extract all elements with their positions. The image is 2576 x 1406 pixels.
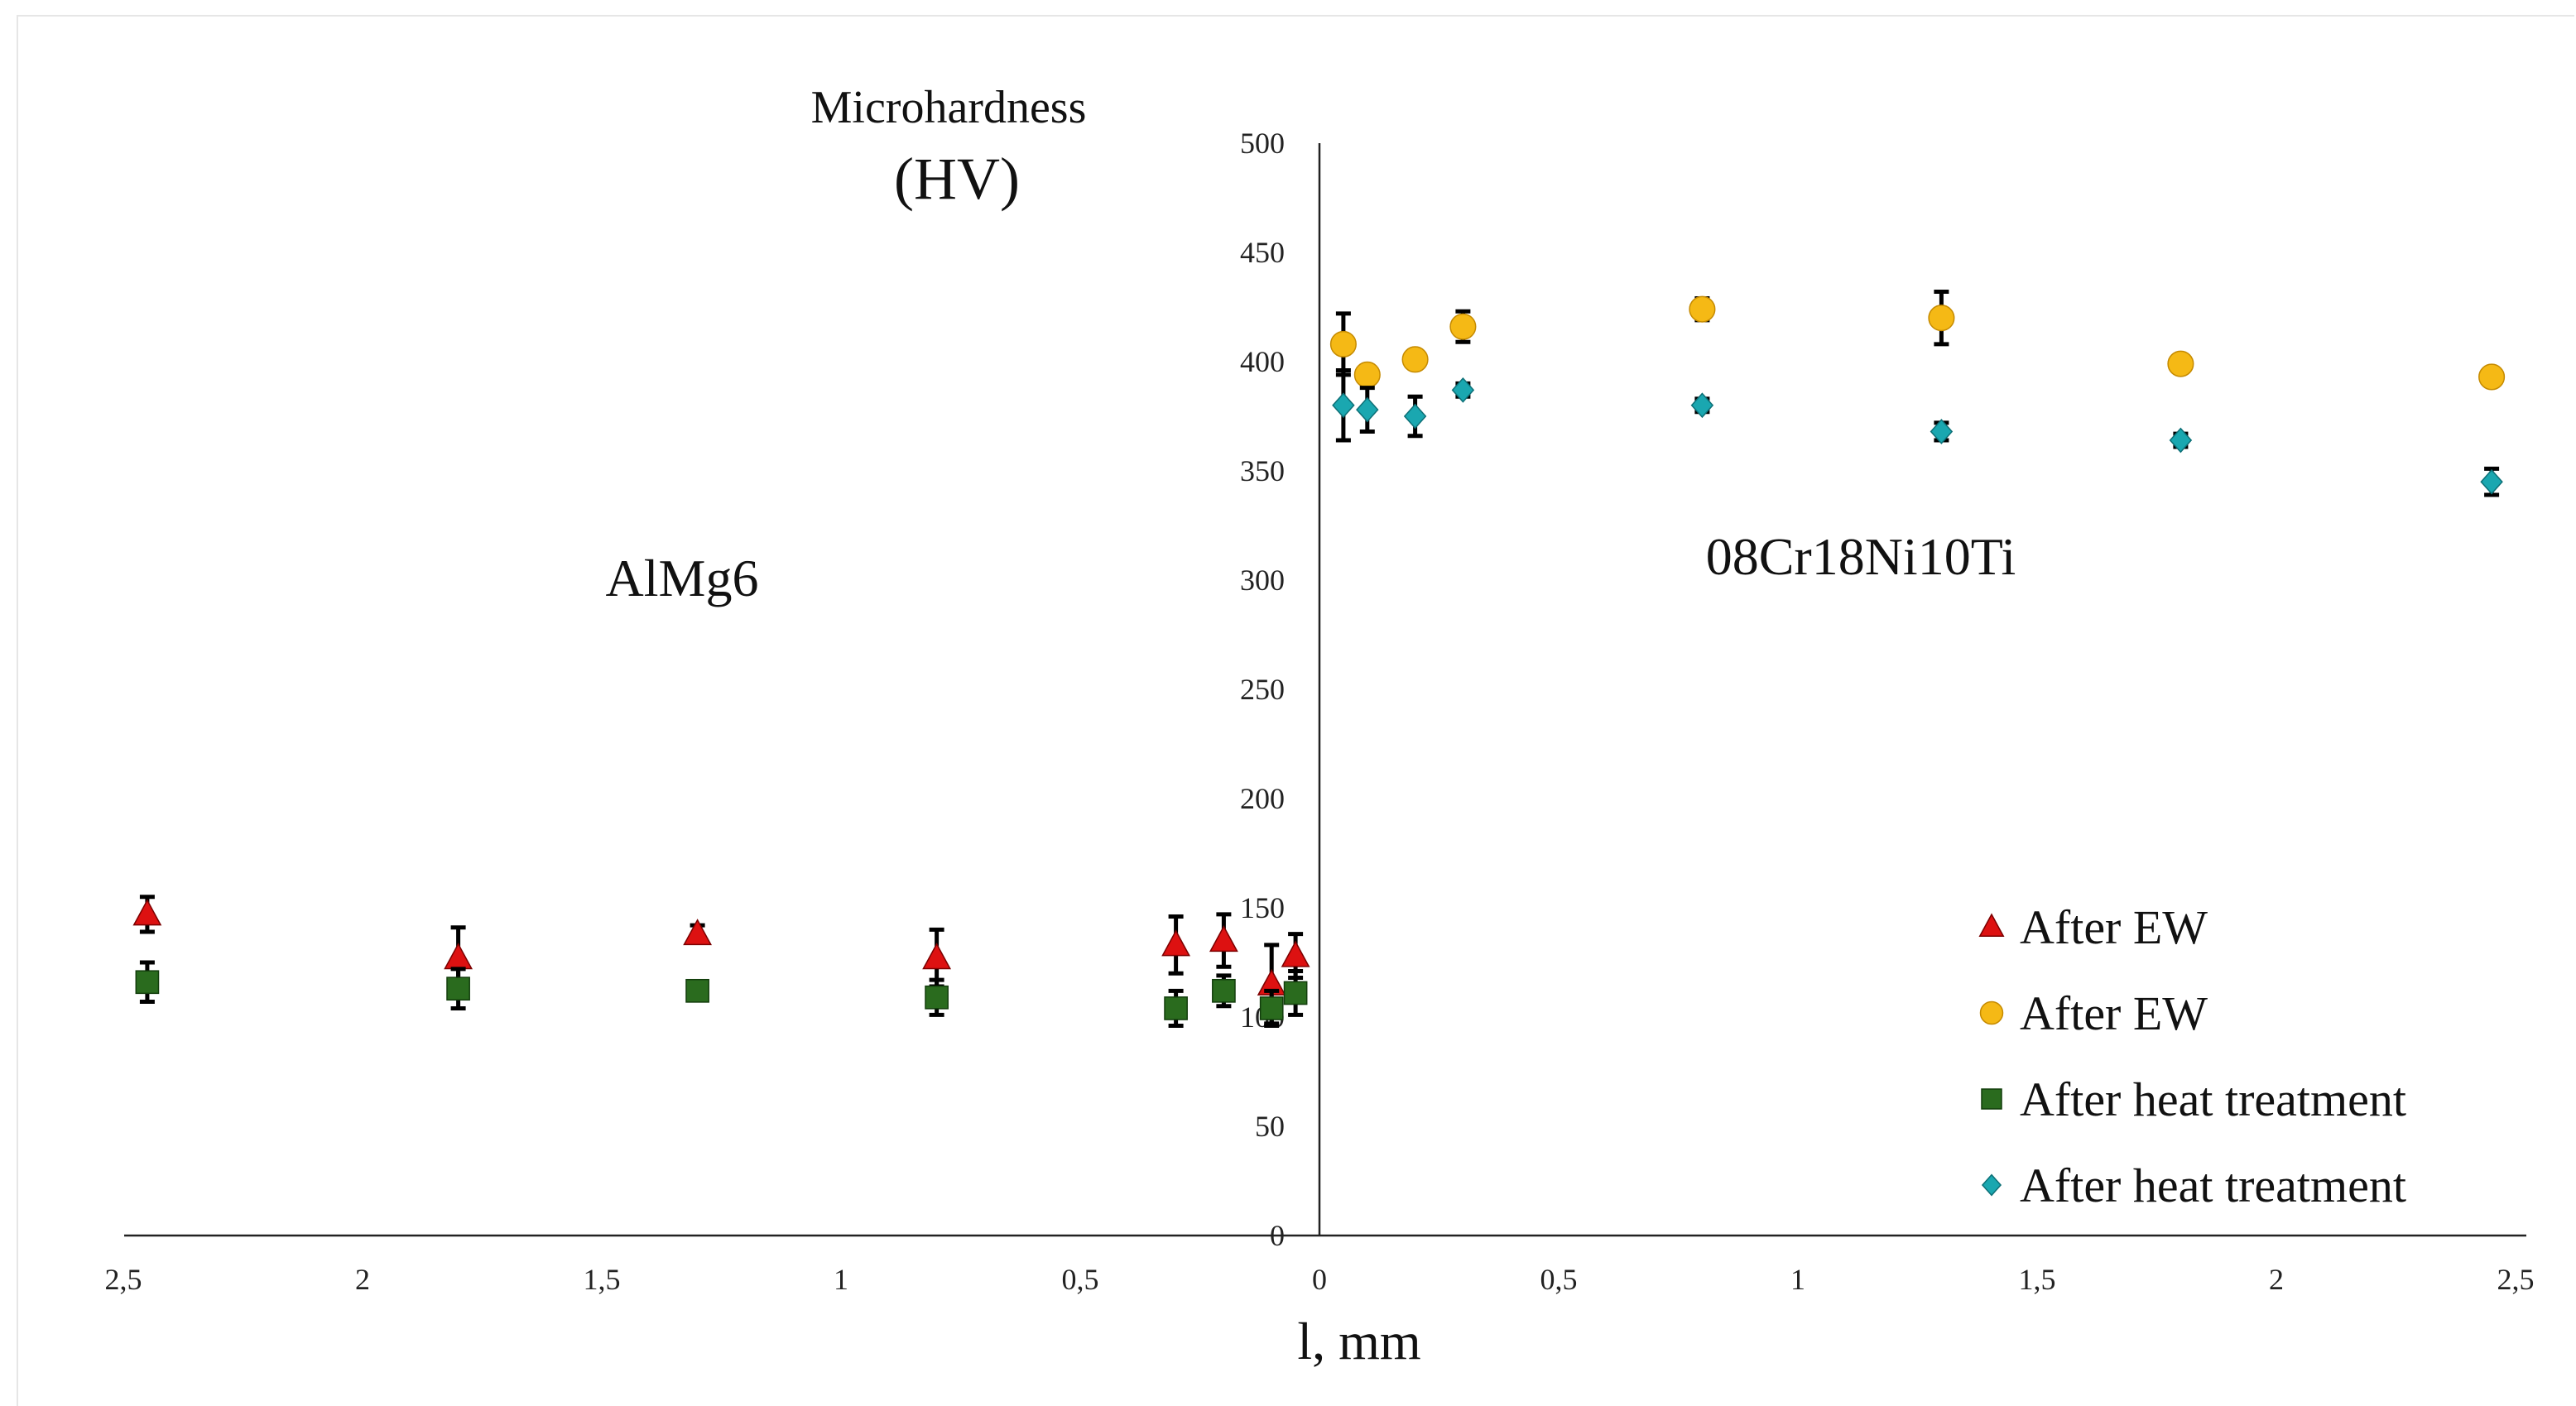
square-data-point	[685, 978, 709, 1003]
series-0-triangle	[132, 895, 1310, 1026]
square-data-point	[1283, 981, 1308, 1005]
circle-data-point	[1329, 330, 1357, 357]
diamond-data-point	[1356, 396, 1379, 423]
legend-entry-label: After EW	[2020, 900, 2208, 954]
triangle-data-point	[1161, 929, 1191, 957]
y-tick-label: 300	[1240, 564, 1285, 597]
circle-data-point	[1689, 295, 1716, 323]
x-tick-label: 2,5	[2497, 1263, 2535, 1296]
y-axis-title-line1: Microhardness	[811, 82, 1087, 133]
y-tick-label: 350	[1240, 454, 1285, 487]
triangle-data-point	[444, 943, 473, 970]
y-tick-label: 400	[1240, 345, 1285, 378]
legend-triangle-swatch	[1978, 913, 2005, 937]
series-2-square	[135, 960, 1308, 1029]
x-tick-label: 0,5	[1540, 1263, 1578, 1296]
diamond-data-point	[1403, 403, 1427, 429]
diamond-data-point	[2169, 427, 2193, 453]
diamond-data-point	[1332, 392, 1355, 419]
series-1-circle	[1329, 290, 2506, 391]
triangle-data-point	[1209, 925, 1238, 953]
square-data-point	[1212, 978, 1236, 1003]
x-tick-label: 1	[834, 1263, 848, 1296]
x-tick-label: 0	[1312, 1263, 1327, 1296]
data-marks	[132, 290, 2506, 1029]
square-data-point	[446, 977, 470, 1001]
x-tick-label: 2	[355, 1263, 370, 1296]
x-tick-labels: 2,5 2 1,5 1 0,5 0 0,5 1 1,5 2 2,5	[105, 1263, 2535, 1296]
y-tick-labels: 050100150200250300350400450500	[1240, 127, 1285, 1252]
x-tick-label: 1,5	[2019, 1263, 2056, 1296]
y-axis-title-line2: (HV)	[894, 146, 1020, 212]
y-tick-label: 50	[1255, 1110, 1285, 1143]
circle-data-point	[1401, 346, 1429, 373]
y-tick-label: 450	[1240, 236, 1285, 269]
legend-entry-label: After heat treatment	[2020, 1072, 2406, 1126]
legend-entry-label: After EW	[2020, 986, 2208, 1040]
triangle-data-point	[132, 899, 162, 926]
legend-entry-label: After heat treatment	[2020, 1159, 2406, 1212]
triangle-data-point	[922, 943, 952, 970]
square-data-point	[135, 970, 160, 995]
series-3-diamond	[1332, 368, 2503, 497]
y-tick-label: 500	[1240, 127, 1285, 160]
x-axis-label: l, mm	[1297, 1312, 1420, 1370]
diamond-data-point	[1690, 392, 1714, 419]
x-tick-label: 2,5	[105, 1263, 142, 1296]
legend-circle-swatch	[1979, 1001, 2004, 1025]
circle-data-point	[1353, 361, 1381, 388]
circle-data-point	[1928, 305, 1955, 332]
x-tick-label: 1	[1790, 1263, 1805, 1296]
region-label-steel: 08Cr18Ni10Ti	[1706, 527, 2016, 586]
circle-data-point	[2167, 350, 2194, 377]
square-data-point	[1164, 996, 1188, 1020]
legend: After EW After EW After heat treatment Afte…	[1978, 900, 2406, 1212]
region-label-almg6: AlMg6	[606, 549, 759, 607]
diamond-data-point	[1930, 419, 1954, 444]
y-tick-label: 250	[1240, 673, 1285, 706]
axes	[124, 143, 2526, 1237]
chart-frame	[17, 15, 2574, 1406]
circle-data-point	[1449, 313, 1477, 340]
diamond-data-point	[1451, 377, 1475, 403]
y-tick-label: 150	[1240, 891, 1285, 924]
square-data-point	[1259, 996, 1284, 1020]
diamond-data-point	[2480, 468, 2503, 495]
x-tick-label: 0,5	[1062, 1263, 1099, 1296]
triangle-data-point	[1281, 940, 1310, 967]
x-tick-label: 2	[2269, 1263, 2284, 1296]
y-tick-label: 0	[1270, 1219, 1285, 1252]
circle-data-point	[2478, 363, 2506, 391]
triangle-data-point	[683, 919, 713, 946]
legend-diamond-swatch	[1981, 1173, 2002, 1197]
y-tick-label: 200	[1240, 782, 1285, 815]
legend-square-swatch	[1981, 1088, 2002, 1110]
x-tick-label: 1,5	[584, 1263, 621, 1296]
square-data-point	[925, 985, 949, 1010]
